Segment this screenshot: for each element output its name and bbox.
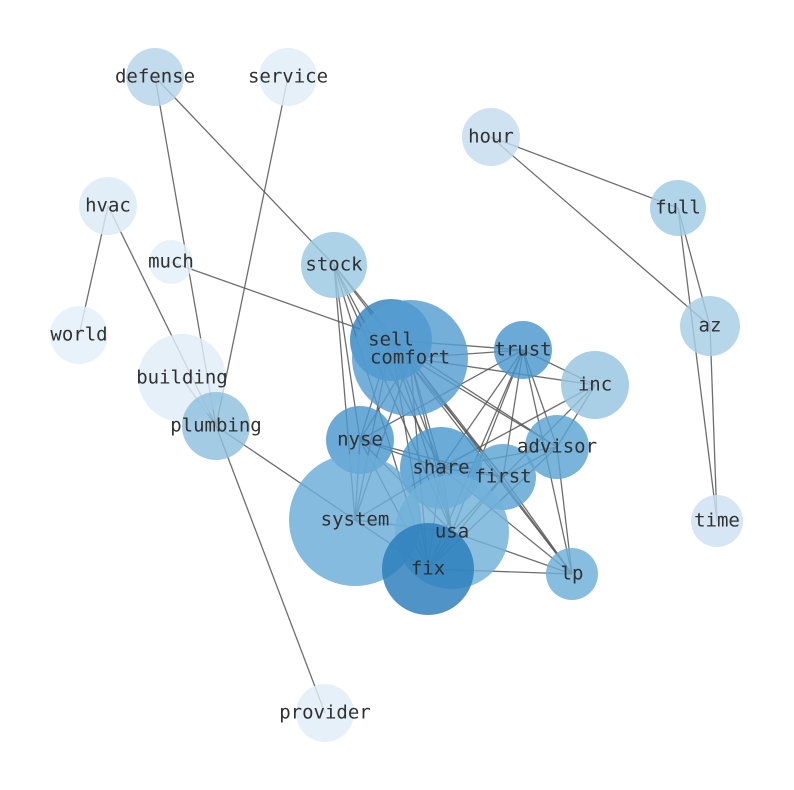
- graph-node-comfort[interactable]: [352, 300, 468, 416]
- labels-layer: defense service hvac much world building plumb…: [50, 66, 739, 724]
- graph-node-plumbing[interactable]: [182, 392, 250, 460]
- graph-node-label-world: world: [50, 324, 107, 346]
- graph-node-label-provider: provider: [279, 702, 371, 724]
- nodes-layer: [50, 48, 743, 742]
- graph-node-full[interactable]: [650, 180, 706, 236]
- graph-node-label-defense: defense: [115, 66, 195, 88]
- graph-node-label-az: az: [699, 315, 722, 337]
- graph-node-label-service: service: [248, 66, 328, 88]
- graph-node-world[interactable]: [50, 306, 108, 364]
- graph-edge: [490, 136, 679, 209]
- graph-node-hour[interactable]: [462, 108, 520, 166]
- graph-node-much[interactable]: [149, 240, 193, 284]
- graph-node-fix[interactable]: [382, 523, 474, 615]
- graph-node-label-comfort: comfort: [370, 347, 450, 369]
- graph-node-label-time: time: [694, 510, 740, 532]
- graph-node-az[interactable]: [680, 296, 740, 356]
- graph-node-label-first: first: [474, 466, 531, 488]
- graph-node-inc[interactable]: [561, 351, 629, 419]
- graph-edge: [490, 136, 711, 327]
- graph-node-service[interactable]: [259, 48, 317, 106]
- graph-node-label-hour: hour: [468, 126, 514, 148]
- graph-node-label-stock: stock: [305, 254, 363, 276]
- graph-node-time[interactable]: [691, 495, 743, 547]
- graph-node-label-sell: sell: [368, 329, 414, 351]
- graph-node-label-lp: lp: [561, 563, 584, 585]
- graph-node-label-fix: fix: [411, 558, 445, 580]
- graph-node-label-full: full: [655, 197, 701, 219]
- graph-node-label-share: share: [412, 457, 469, 479]
- graph-node-label-trust: trust: [494, 339, 551, 361]
- graph-node-provider[interactable]: [296, 684, 354, 742]
- graph-node-lp[interactable]: [546, 548, 598, 600]
- graph-edge: [215, 76, 289, 427]
- graph-node-trust[interactable]: [494, 321, 552, 379]
- graph-node-stock[interactable]: [301, 232, 367, 298]
- graph-node-label-hvac: hvac: [85, 195, 131, 217]
- graph-node-label-plumbing: plumbing: [170, 415, 262, 437]
- graph-node-label-inc: inc: [578, 374, 612, 396]
- graph-edge: [215, 425, 326, 714]
- graph-node-label-system: system: [321, 509, 390, 531]
- graph-edge: [709, 325, 718, 522]
- graph-edge: [154, 76, 335, 266]
- graph-node-label-usa: usa: [435, 521, 469, 543]
- graph-node-advisor[interactable]: [525, 415, 589, 479]
- graph-node-label-advisor: advisor: [517, 436, 597, 458]
- graph-node-label-nyse: nyse: [337, 429, 383, 451]
- graph-node-defense[interactable]: [126, 48, 184, 106]
- graph-node-label-building: building: [136, 367, 228, 389]
- graph-node-hvac[interactable]: [79, 177, 137, 235]
- graph-node-label-much: much: [148, 251, 194, 273]
- graph-edge: [677, 207, 718, 522]
